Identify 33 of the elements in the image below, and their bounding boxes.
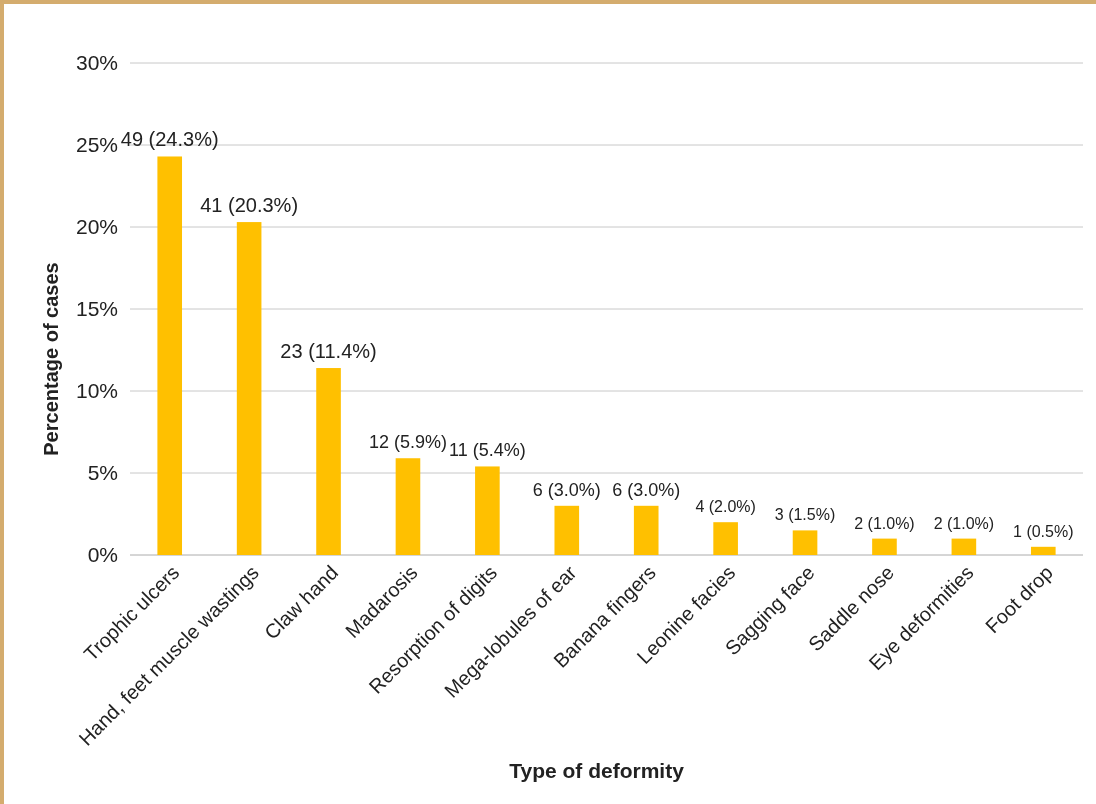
data-label: 4 (2.0%): [695, 498, 756, 516]
data-label: 41 (20.3%): [200, 194, 299, 217]
data-label: 11 (5.4%): [449, 440, 526, 461]
data-label: 49 (24.3%): [120, 128, 219, 151]
bar: [475, 466, 500, 555]
data-label: 23 (11.4%): [280, 340, 377, 363]
data-label: 1 (0.5%): [1013, 522, 1074, 540]
y-tick-label: 15%: [75, 297, 118, 321]
x-axis-title: Type of deformity: [509, 759, 685, 782]
y-axis-title: Percentage of cases: [40, 262, 62, 456]
bar: [951, 538, 977, 555]
data-label: 2 (1.0%): [933, 514, 995, 532]
bar: [1030, 546, 1056, 555]
data-label: 2 (1.0%): [854, 514, 915, 532]
bar: [554, 505, 580, 555]
y-tick-label: 30%: [75, 51, 118, 75]
y-tick-label: 5%: [87, 461, 118, 485]
bar: [157, 156, 183, 555]
y-tick-label: 20%: [75, 215, 118, 239]
bar: [395, 458, 421, 555]
bar: [316, 368, 341, 555]
bar: [713, 522, 738, 555]
bar: [872, 538, 897, 555]
y-tick-label: 0%: [87, 543, 118, 567]
data-label: 6 (3.0%): [612, 479, 681, 500]
bar: [633, 505, 659, 555]
data-label: 3 (1.5%): [774, 506, 836, 524]
bar: [236, 222, 262, 555]
y-tick-label: 10%: [75, 379, 118, 403]
bar: [792, 530, 818, 555]
data-label: 6 (3.0%): [532, 479, 601, 500]
y-tick-label: 25%: [75, 133, 118, 157]
data-label: 12 (5.9%): [368, 432, 447, 453]
